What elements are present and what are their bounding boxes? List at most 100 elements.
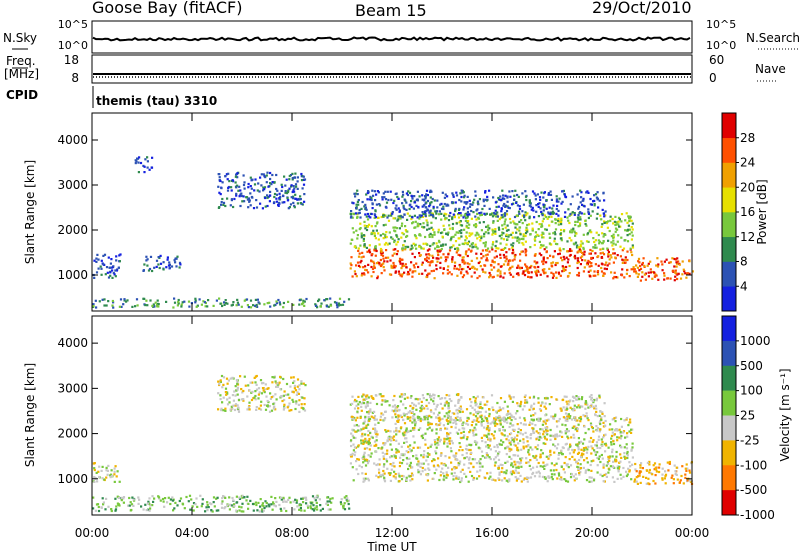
- echo-cell: [537, 431, 540, 435]
- echo-cell: [493, 417, 496, 420]
- echo-cell: [481, 465, 484, 468]
- echo-cell: [582, 248, 585, 251]
- echo-cell: [587, 212, 591, 215]
- echo-cell: [510, 440, 513, 443]
- echo-cell: [466, 436, 469, 439]
- echo-cell: [409, 203, 412, 206]
- echo-cell: [422, 418, 425, 421]
- echo-cell: [416, 190, 419, 193]
- echo-cell: [469, 429, 472, 432]
- echo-cell: [390, 236, 393, 239]
- echo-cell: [558, 434, 561, 437]
- echo-cell: [600, 416, 603, 419]
- echo-cell: [494, 201, 497, 204]
- echo-cell: [521, 408, 524, 411]
- echo-cell: [383, 478, 386, 481]
- echo-cell: [430, 395, 433, 398]
- echo-cell: [446, 434, 449, 437]
- echo-cell: [574, 257, 577, 260]
- echo-cell: [102, 263, 105, 266]
- echo-cell: [562, 230, 566, 233]
- echo-cell: [676, 257, 679, 260]
- echo-cell: [376, 433, 379, 436]
- echo-cell: [561, 259, 564, 262]
- echo-cell: [542, 461, 545, 464]
- echo-cell: [168, 266, 171, 269]
- echo-cell: [339, 501, 342, 504]
- echo-cell: [272, 503, 275, 506]
- echo-cell: [502, 232, 505, 235]
- echo-cell: [427, 423, 430, 426]
- echo-cell: [505, 446, 508, 449]
- echo-cell: [602, 425, 605, 428]
- range-tick-label: 3000: [57, 178, 88, 192]
- echo-cell: [485, 249, 488, 252]
- echo-cell: [682, 268, 685, 271]
- echo-cell: [360, 274, 363, 277]
- echo-cell: [367, 479, 370, 482]
- echo-cell: [470, 474, 474, 478]
- echo-cell: [406, 212, 409, 215]
- echo-cell: [239, 189, 242, 192]
- echo-cell: [395, 427, 398, 430]
- echo-cell: [238, 195, 241, 198]
- echo-cell: [258, 190, 261, 193]
- echo-cell: [479, 265, 482, 268]
- echo-cell: [370, 395, 373, 398]
- echo-cell: [421, 211, 424, 214]
- echo-cell: [508, 447, 511, 450]
- echo-cell: [230, 186, 233, 189]
- echo-cell: [424, 258, 427, 261]
- echo-cell: [412, 242, 415, 245]
- echo-cell: [612, 233, 615, 236]
- echo-cell: [477, 203, 480, 206]
- echo-cell: [397, 207, 400, 210]
- freq-panel: Freq. [MHz] 18 8 60 0 Nave: [4, 53, 786, 85]
- echo-cell: [510, 396, 513, 399]
- echo-cell: [555, 420, 558, 423]
- echo-cell: [285, 509, 288, 513]
- echo-cell: [509, 266, 512, 269]
- colorbar-swatch: [722, 390, 736, 416]
- echo-cell: [493, 420, 497, 423]
- echo-cell: [343, 300, 346, 303]
- echo-cell: [100, 506, 103, 509]
- echo-cell: [230, 504, 233, 507]
- echo-cell: [329, 304, 333, 307]
- echo-cell: [457, 476, 460, 479]
- echo-cell: [590, 231, 593, 234]
- echo-cell: [328, 500, 331, 503]
- echo-cell: [270, 503, 273, 506]
- echo-cell: [545, 199, 548, 202]
- echo-cell: [571, 211, 574, 214]
- echo-cell: [502, 276, 505, 279]
- echo-cell: [263, 188, 266, 191]
- echo-cell: [292, 189, 295, 192]
- echo-cell: [242, 195, 245, 198]
- echo-cell: [588, 261, 591, 264]
- echo-cell: [654, 474, 657, 477]
- echo-cell: [567, 437, 570, 440]
- echo-cell: [548, 206, 551, 209]
- echo-cell: [566, 240, 569, 243]
- echo-cell: [529, 266, 532, 269]
- echo-cell: [218, 297, 221, 300]
- echo-cell: [661, 263, 664, 266]
- echo-cell: [351, 216, 354, 219]
- echo-cell: [410, 205, 413, 209]
- echo-cell: [222, 201, 226, 204]
- echo-cell: [225, 377, 229, 380]
- echo-cell: [386, 449, 389, 452]
- echo-cell: [298, 384, 301, 387]
- echo-cell: [609, 254, 612, 257]
- echo-cell: [435, 212, 438, 215]
- echo-cell: [273, 181, 276, 184]
- echo-cell: [686, 272, 689, 275]
- echo-cell: [596, 456, 599, 459]
- echo-cell: [293, 380, 296, 383]
- echo-cell: [274, 393, 277, 396]
- echo-cell: [503, 220, 506, 223]
- echo-cell: [365, 439, 368, 442]
- echo-cell: [150, 166, 154, 169]
- echo-cell: [431, 460, 434, 463]
